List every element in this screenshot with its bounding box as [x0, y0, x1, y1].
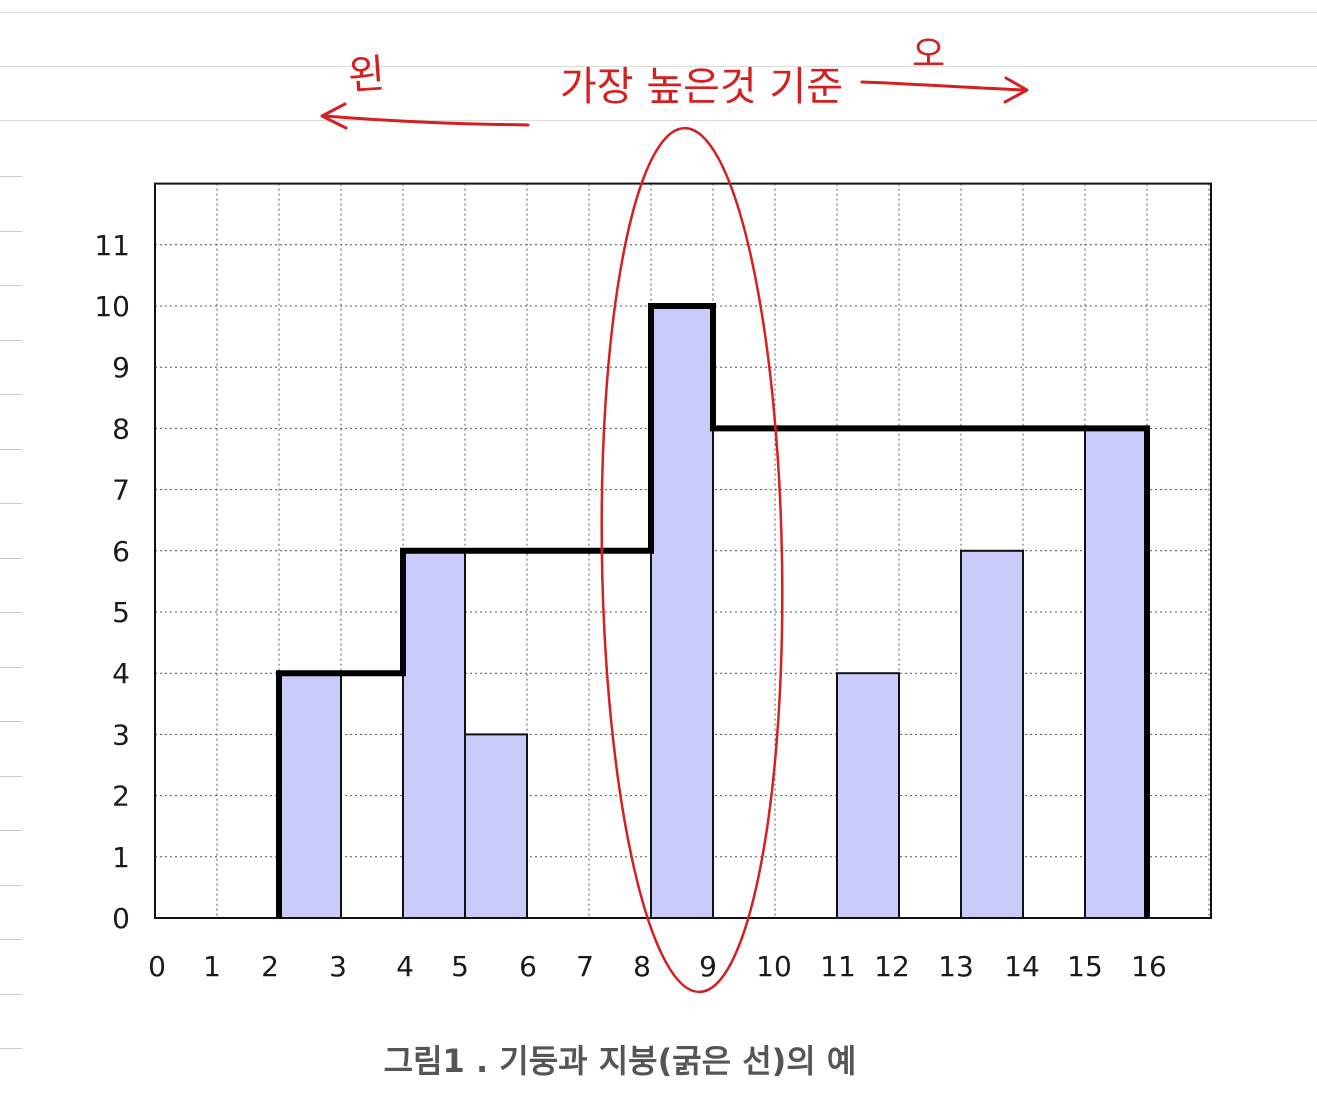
- annotation-right-label: 오: [912, 34, 945, 75]
- x-tick-label: 14: [1004, 950, 1040, 983]
- annotation-center-label: 가장 높은것 기준: [560, 64, 843, 110]
- annotation-left-label: 왼: [346, 51, 386, 99]
- margin-tick: [0, 449, 22, 450]
- bar-3: [464, 733, 528, 920]
- handwritten-annotations: 왼 가장 높은것 기준 오: [320, 34, 1029, 994]
- x-tick-label: 7: [576, 950, 594, 983]
- x-tick-label: 11: [820, 950, 856, 983]
- x-tick-label: 12: [874, 950, 910, 983]
- y-tick-label: 5: [112, 596, 130, 629]
- x-tick-label: 5: [451, 950, 469, 983]
- plot-border: [154, 182, 1212, 920]
- y-tick-label: 4: [112, 657, 130, 690]
- margin-tick: [0, 830, 22, 831]
- ruled-line-top: [0, 12, 1317, 13]
- ruled-line-second: [0, 66, 1317, 67]
- y-tick-label: 11: [94, 229, 130, 262]
- margin-tick: [0, 285, 22, 286]
- bar-5: [836, 672, 900, 920]
- margin-tick: [0, 939, 22, 940]
- annotation-left-arrow: [323, 114, 530, 127]
- margin-tick: [0, 994, 22, 995]
- margin-tick: [0, 340, 22, 341]
- margin-tick: [0, 667, 22, 668]
- x-tick-label: 13: [938, 950, 974, 983]
- margin-tick: [0, 394, 22, 395]
- x-tick-label: 16: [1131, 950, 1167, 983]
- roof-line: [276, 303, 1150, 918]
- annotation-right-arrowhead: [1003, 76, 1029, 104]
- bar-4: [650, 305, 714, 919]
- y-tick-label: 10: [94, 290, 130, 323]
- bar-6: [960, 549, 1024, 919]
- x-tick-label: 3: [329, 950, 347, 983]
- margin-tick: [0, 231, 22, 232]
- annotation-left-arrowhead: [320, 102, 348, 130]
- x-tick-label: 10: [756, 950, 792, 983]
- y-tick-label: 8: [112, 412, 130, 445]
- margin-tick: [0, 558, 22, 559]
- ruled-line-third: [0, 120, 1317, 121]
- margin-tick: [0, 503, 22, 504]
- bar-2: [402, 549, 466, 919]
- x-tick-label: 4: [396, 950, 414, 983]
- y-tick-label: 1: [112, 841, 130, 874]
- x-tick-label: 1: [203, 950, 221, 983]
- y-tick-label: 9: [112, 351, 130, 384]
- x-tick-label: 6: [519, 950, 537, 983]
- margin-tick: [0, 885, 22, 886]
- x-tick-labels: 0 1 2 3 4 5 6 7 8 9 10 11 12 13 14 15 16: [148, 950, 1167, 983]
- margin-tick: [0, 176, 22, 177]
- y-tick-labels: 0 1 2 3 4 5 6 7 8 9 10 11: [94, 229, 130, 935]
- x-tick-label: 0: [148, 950, 166, 983]
- y-tick-label: 3: [112, 718, 130, 751]
- x-tick-label: 15: [1067, 950, 1103, 983]
- margin-tick: [0, 776, 22, 777]
- bar-1: [278, 672, 342, 920]
- margin-tick: [0, 1048, 22, 1049]
- margin-tick: [0, 612, 22, 613]
- bar-7: [1084, 427, 1148, 919]
- annotation-right-arrow: [860, 80, 1027, 92]
- y-tick-label: 2: [112, 780, 130, 813]
- x-tick-label: 9: [699, 950, 717, 983]
- annotation-highlight-ellipse: [600, 126, 784, 994]
- y-tick-label: 0: [112, 902, 130, 935]
- x-tick-label: 8: [633, 950, 651, 983]
- x-tick-label: 2: [261, 950, 279, 983]
- y-tick-label: 6: [112, 535, 130, 568]
- margin-tick: [0, 721, 22, 722]
- y-tick-label: 7: [112, 474, 130, 507]
- figure-caption: 그림1 . 기둥과 지붕(굵은 선)의 예: [383, 1042, 857, 1080]
